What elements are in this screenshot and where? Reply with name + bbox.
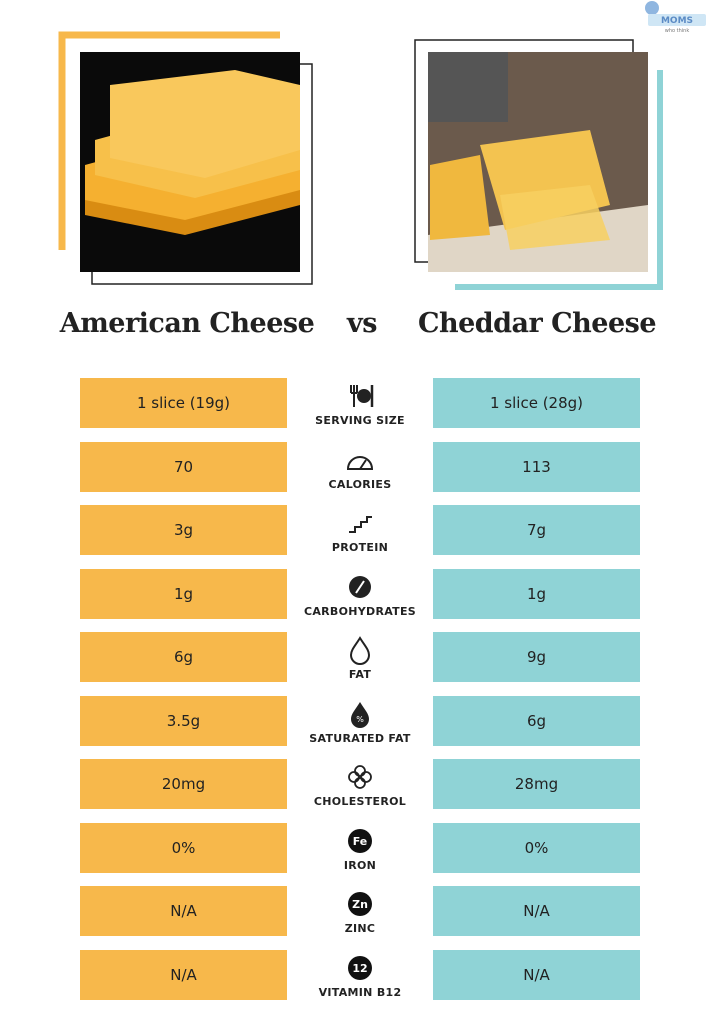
nutrient-label: PROTEIN bbox=[331, 541, 389, 554]
logo-tagline: who think bbox=[665, 28, 690, 34]
icon-text: Zn bbox=[352, 898, 368, 911]
nutrient-label: SERVING SIZE bbox=[315, 414, 405, 427]
nutrient-icon bbox=[349, 636, 371, 665]
right-value: 1 slice (28g) bbox=[433, 378, 640, 428]
right-value: 7g bbox=[433, 505, 640, 555]
nutrient-label: CARBOHYDRATES bbox=[303, 604, 417, 618]
nutrient-icon bbox=[350, 385, 374, 407]
nutrient-icon: Zn bbox=[348, 892, 372, 916]
nutrient-icon bbox=[348, 765, 372, 789]
nutrient-icon: Fe bbox=[348, 828, 372, 853]
nutrient-icon bbox=[349, 516, 372, 533]
left-title: American Cheese bbox=[59, 308, 315, 339]
nutrient-label: IRON bbox=[343, 858, 377, 872]
right-title: Cheddar Cheese bbox=[417, 308, 657, 339]
nutrient-label: FAT bbox=[348, 668, 372, 681]
nutrient-label: VITAMIN B12 bbox=[318, 985, 402, 999]
left-value: 1 slice (19g) bbox=[80, 378, 287, 428]
left-value: N/A bbox=[80, 886, 287, 936]
right-value: N/A bbox=[433, 949, 640, 1000]
vs: vs bbox=[347, 308, 377, 339]
nutrient-icon bbox=[349, 575, 371, 598]
nutrient-icon: 12 bbox=[348, 955, 372, 980]
nutrient-label: CHOLESTEROL bbox=[313, 795, 407, 808]
american-cheese-image bbox=[58, 31, 313, 285]
nutrient-label: CALORIES bbox=[328, 477, 392, 491]
right-value: N/A bbox=[433, 886, 640, 936]
right-value: 6g bbox=[433, 695, 640, 746]
left-value: 6g bbox=[80, 632, 287, 682]
right-value: 1g bbox=[433, 568, 640, 619]
right-value: 0% bbox=[433, 822, 640, 873]
logo-text: MOMS bbox=[661, 16, 693, 26]
right-value: 28mg bbox=[433, 759, 640, 809]
cheddar-cheese-image bbox=[414, 39, 663, 290]
icon-text: 12 bbox=[352, 962, 367, 975]
left-value: 3g bbox=[80, 505, 287, 555]
svg-text:%: % bbox=[356, 715, 364, 724]
left-value: 1g bbox=[80, 568, 287, 619]
left-value: 70 bbox=[80, 441, 287, 492]
left-value: 20mg bbox=[80, 759, 287, 809]
nutrient-label: ZINC bbox=[344, 922, 376, 935]
nutrient-label: SATURATED FAT bbox=[309, 731, 411, 745]
nutrient-icon bbox=[346, 455, 374, 470]
left-value: N/A bbox=[80, 949, 287, 1000]
left-value: 0% bbox=[80, 822, 287, 873]
left-value: 3.5g bbox=[80, 695, 287, 746]
right-value: 113 bbox=[433, 441, 640, 492]
icon-text: Fe bbox=[353, 835, 368, 848]
nutrient-icon: % bbox=[351, 701, 369, 728]
right-value: 9g bbox=[433, 632, 640, 682]
logo: MOMS who think bbox=[645, 1, 706, 34]
